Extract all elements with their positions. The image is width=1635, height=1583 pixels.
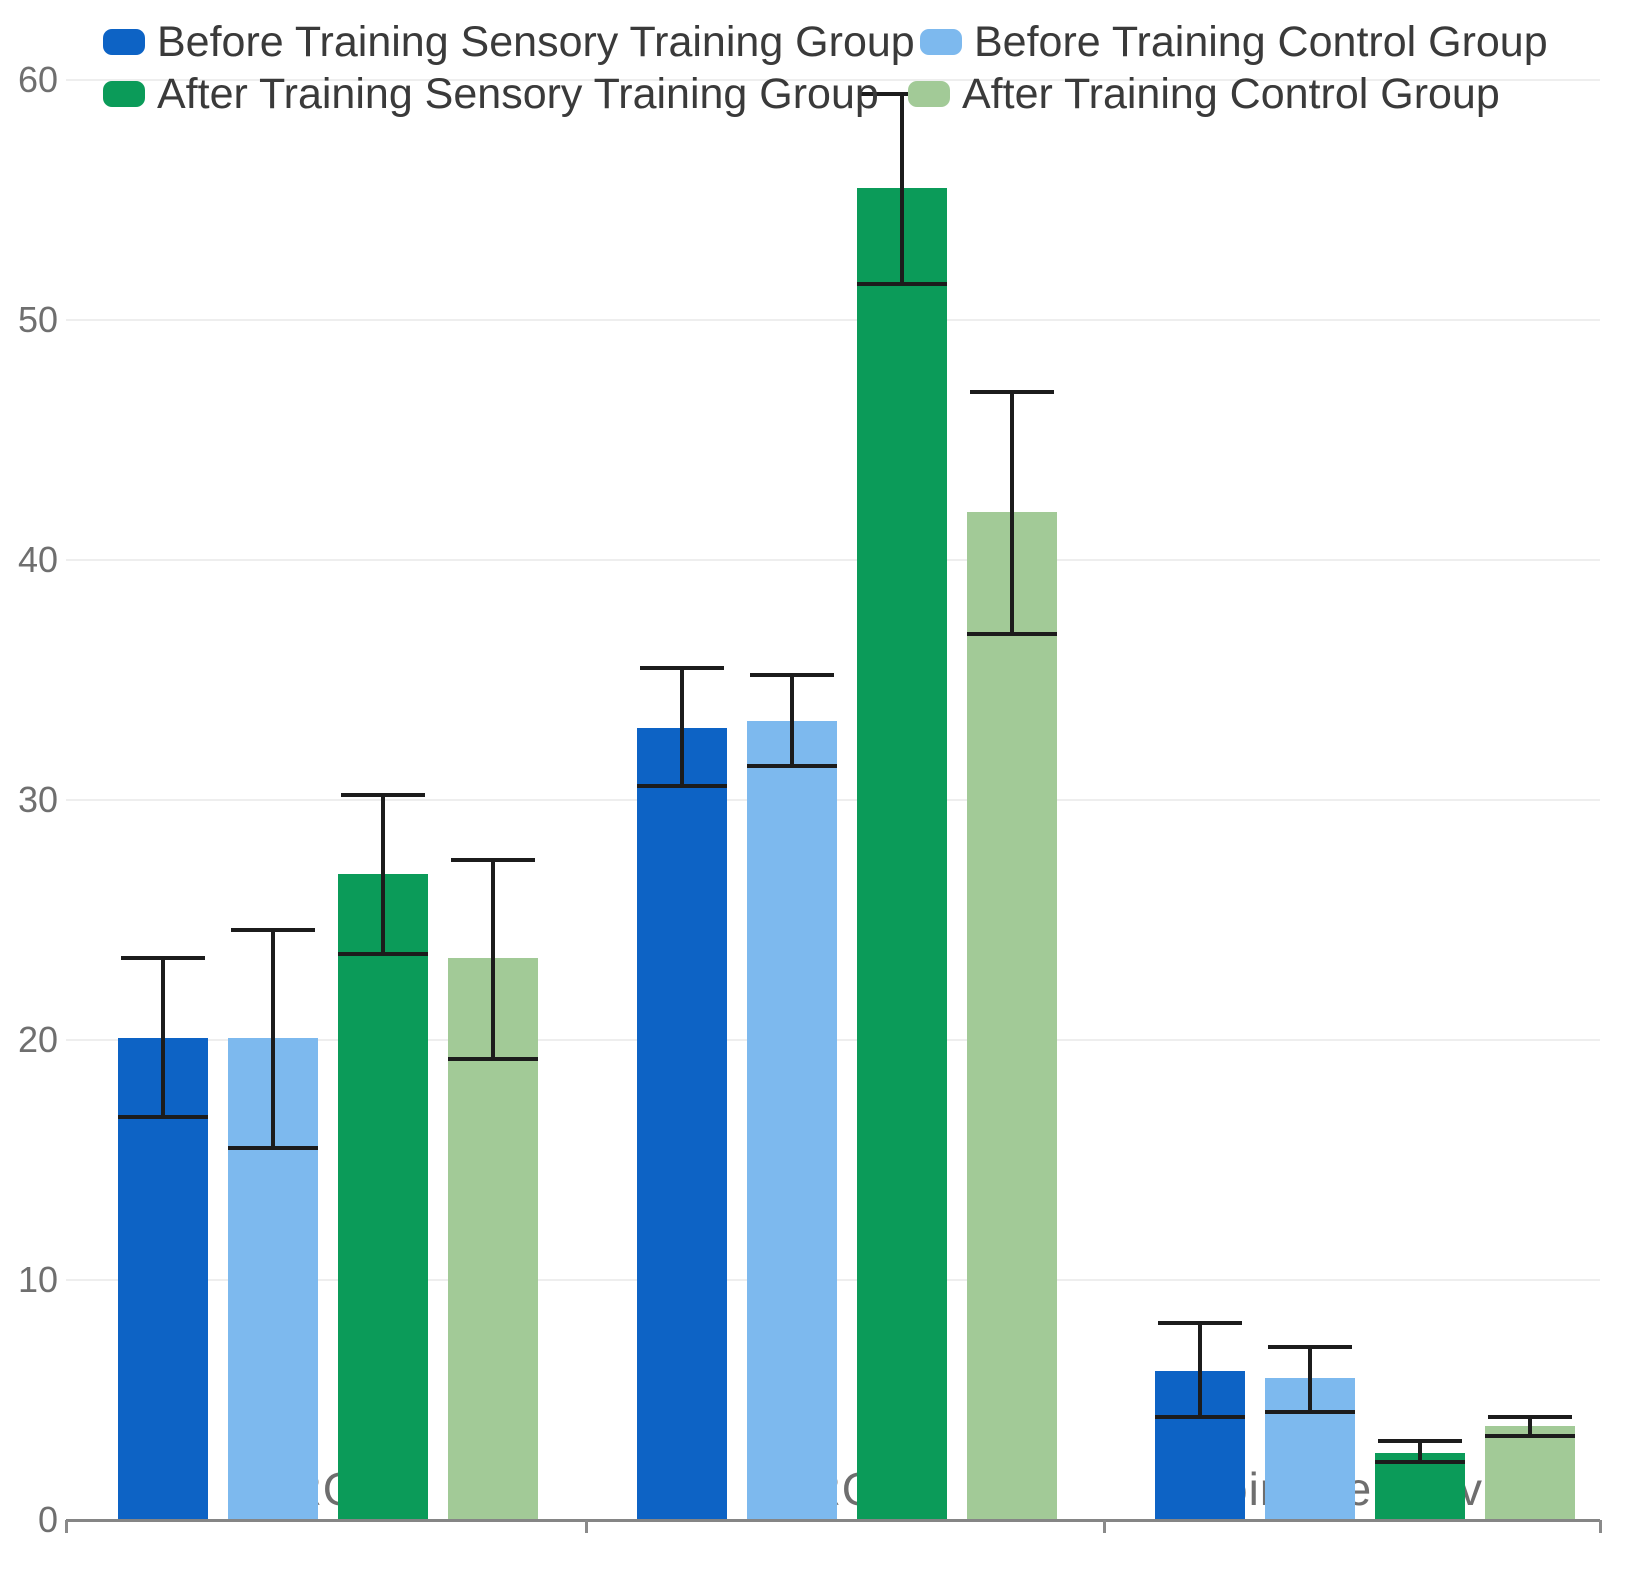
legend-item: Before Training Sensory Training Group — [103, 18, 915, 66]
error-bar-line — [1528, 1416, 1532, 1436]
error-bar-line — [1308, 1347, 1312, 1412]
error-bar-cap-top — [860, 92, 944, 97]
y-axis-label: 10 — [17, 1259, 58, 1300]
error-bar-cap-top — [970, 390, 1054, 394]
bar-1-3 — [967, 512, 1057, 1520]
error-bar-line — [491, 860, 495, 1060]
error-bar-line — [900, 94, 904, 284]
error-bar-cap-bottom — [338, 951, 428, 956]
error-bar-cap-bottom — [637, 783, 727, 788]
x-axis-category-label: Joint Sensitivity — [1197, 1463, 1532, 1515]
y-axis-label: 30 — [17, 779, 58, 820]
legend-item: After Training Control Group — [908, 70, 1500, 118]
error-bar-cap-bottom — [1375, 1460, 1465, 1465]
error-bar-cap-top — [640, 666, 724, 670]
error-bar-line — [680, 668, 684, 786]
legend-label: Before Training Sensory Training Group — [157, 18, 915, 66]
error-bar-cap-bottom — [228, 1146, 318, 1150]
error-bar-cap-bottom — [967, 632, 1057, 637]
error-bar-line — [381, 795, 385, 954]
legend-item: Before Training Control Group — [920, 18, 1548, 66]
error-bar-line — [271, 929, 275, 1148]
legend-item: After Training Sensory Training Group — [103, 70, 879, 118]
x-axis-tick — [1103, 1520, 1106, 1533]
error-bar-cap-bottom — [857, 282, 947, 286]
error-bar-cap-top — [1488, 1414, 1572, 1419]
error-bar-line — [790, 675, 794, 767]
error-bar-cap-top — [341, 793, 425, 798]
error-bar-cap-bottom — [448, 1057, 538, 1062]
error-bar-cap-bottom — [1485, 1434, 1575, 1438]
legend-label: After Training Sensory Training Group — [157, 70, 879, 118]
x-axis-tick — [585, 1520, 588, 1533]
bar-1-2 — [857, 188, 947, 1520]
error-bar-cap-top — [451, 858, 535, 862]
bar-0-2 — [338, 874, 428, 1520]
error-bar-cap-bottom — [118, 1114, 208, 1119]
x-axis-tick — [65, 1520, 68, 1533]
error-bar-cap-bottom — [1155, 1414, 1245, 1419]
legend-swatch-icon — [920, 29, 962, 55]
gridline — [66, 559, 1600, 561]
legend-label: After Training Control Group — [962, 70, 1500, 118]
gridline — [66, 79, 1600, 81]
bar-1-0 — [637, 728, 727, 1520]
chart-legend: Before Training Sensory Training Group Be… — [0, 0, 1635, 130]
error-bar-cap-top — [121, 956, 205, 961]
y-axis-label: 0 — [37, 1499, 58, 1540]
error-bar-cap-top — [1378, 1438, 1462, 1443]
error-bar-cap-top — [1268, 1345, 1352, 1350]
legend-swatch-icon — [908, 81, 950, 107]
error-bar-cap-top — [750, 673, 834, 678]
bar-2-3 — [1485, 1426, 1575, 1520]
error-bar-cap-bottom — [1265, 1410, 1355, 1414]
error-bar-cap-bottom — [747, 764, 837, 769]
error-bar-line — [161, 958, 165, 1117]
y-axis-label: 40 — [17, 539, 58, 580]
x-axis-tick — [1599, 1520, 1602, 1533]
error-bar-line — [1198, 1323, 1202, 1417]
legend-label: Before Training Control Group — [974, 18, 1548, 66]
gridline — [66, 319, 1600, 321]
error-bar-line — [1010, 392, 1014, 635]
y-axis-label: 20 — [17, 1019, 58, 1060]
y-axis-label: 60 — [17, 59, 58, 100]
bar-1-1 — [747, 720, 837, 1520]
error-bar-cap-top — [1158, 1321, 1242, 1326]
legend-swatch-icon — [103, 29, 145, 55]
error-bar-cap-top — [231, 927, 315, 932]
error-bar-line — [1418, 1440, 1422, 1463]
y-axis-label: 50 — [17, 299, 58, 340]
x-axis-baseline — [66, 1519, 1600, 1522]
legend-swatch-icon — [103, 81, 145, 107]
